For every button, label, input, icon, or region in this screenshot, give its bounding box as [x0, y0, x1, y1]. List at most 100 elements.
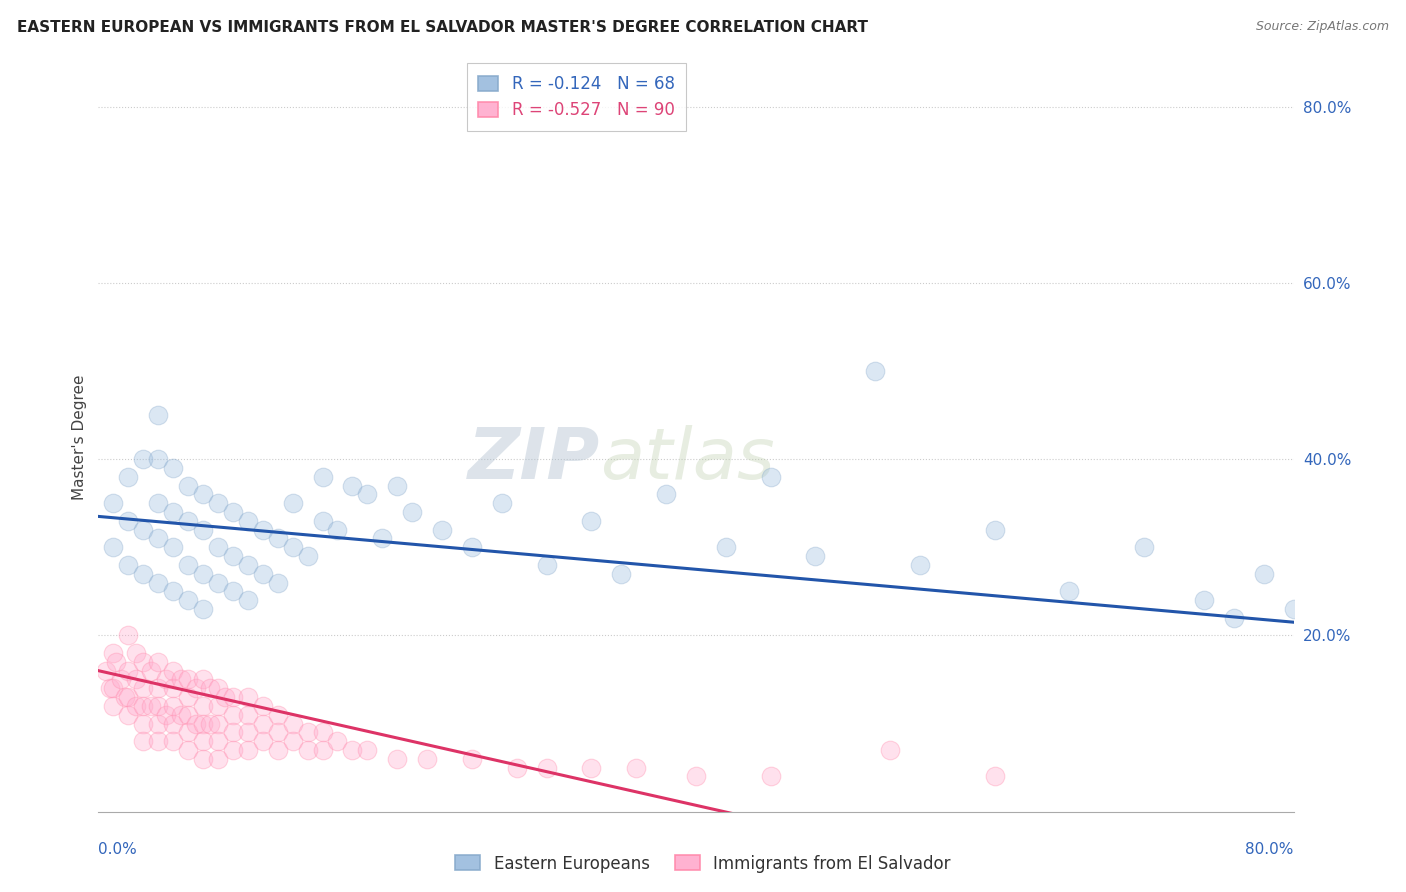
Point	[267, 532, 290, 546]
Point	[117, 628, 139, 642]
Point	[491, 496, 513, 510]
Point	[1059, 584, 1081, 599]
Point	[162, 681, 184, 696]
Point	[581, 761, 603, 775]
Point	[267, 707, 290, 722]
Point	[162, 698, 184, 713]
Point	[714, 541, 737, 555]
Point	[356, 487, 378, 501]
Point	[1282, 602, 1305, 616]
Point	[117, 558, 139, 572]
Point	[222, 690, 245, 705]
Point	[110, 673, 132, 687]
Point	[626, 761, 648, 775]
Point	[236, 690, 259, 705]
Point	[236, 514, 259, 528]
Y-axis label: Master's Degree: Master's Degree	[72, 375, 87, 500]
Point	[148, 575, 170, 590]
Point	[252, 566, 274, 581]
Point	[191, 673, 214, 687]
Point	[191, 734, 214, 748]
Point	[236, 707, 259, 722]
Point	[155, 673, 177, 687]
Point	[297, 725, 319, 739]
Point	[252, 734, 274, 748]
Point	[267, 575, 290, 590]
Point	[191, 487, 214, 501]
Point	[222, 584, 245, 599]
Point	[207, 716, 229, 731]
Point	[865, 364, 887, 378]
Point	[581, 514, 603, 528]
Point	[162, 505, 184, 519]
Point	[984, 523, 1007, 537]
Point	[162, 584, 184, 599]
Point	[177, 725, 200, 739]
Point	[267, 743, 290, 757]
Point	[311, 514, 333, 528]
Point	[879, 743, 901, 757]
Text: EASTERN EUROPEAN VS IMMIGRANTS FROM EL SALVADOR MASTER'S DEGREE CORRELATION CHAR: EASTERN EUROPEAN VS IMMIGRANTS FROM EL S…	[17, 20, 868, 35]
Point	[132, 566, 155, 581]
Point	[148, 698, 170, 713]
Point	[125, 698, 148, 713]
Point	[342, 743, 364, 757]
Point	[222, 505, 245, 519]
Point	[222, 725, 245, 739]
Point	[132, 698, 155, 713]
Point	[685, 769, 707, 783]
Point	[162, 734, 184, 748]
Point	[222, 743, 245, 757]
Point	[103, 681, 125, 696]
Point	[103, 698, 125, 713]
Point	[207, 734, 229, 748]
Point	[281, 496, 304, 510]
Point	[169, 673, 191, 687]
Point	[191, 716, 214, 731]
Point	[401, 505, 423, 519]
Point	[117, 514, 139, 528]
Point	[207, 575, 229, 590]
Point	[200, 716, 222, 731]
Point	[236, 725, 259, 739]
Point	[177, 743, 200, 757]
Point	[326, 523, 349, 537]
Point	[385, 752, 409, 766]
Point	[177, 593, 200, 607]
Point	[207, 496, 229, 510]
Point	[984, 769, 1007, 783]
Point	[191, 698, 214, 713]
Point	[177, 478, 200, 492]
Point	[385, 478, 409, 492]
Point	[252, 716, 274, 731]
Point	[162, 716, 184, 731]
Point	[281, 716, 304, 731]
Point	[184, 681, 207, 696]
Point	[416, 752, 439, 766]
Point	[536, 761, 558, 775]
Point	[311, 743, 333, 757]
Point	[177, 558, 200, 572]
Point	[132, 452, 155, 467]
Point	[191, 752, 214, 766]
Point	[281, 541, 304, 555]
Point	[207, 681, 229, 696]
Text: 80.0%: 80.0%	[1246, 842, 1294, 856]
Point	[610, 566, 633, 581]
Point	[759, 469, 782, 483]
Point	[103, 646, 125, 660]
Point	[139, 698, 162, 713]
Point	[342, 478, 364, 492]
Legend: Eastern Europeans, Immigrants from El Salvador: Eastern Europeans, Immigrants from El Sa…	[449, 848, 957, 880]
Point	[132, 716, 155, 731]
Text: ZIP: ZIP	[468, 425, 600, 494]
Point	[103, 496, 125, 510]
Text: Source: ZipAtlas.com: Source: ZipAtlas.com	[1256, 20, 1389, 33]
Point	[148, 408, 170, 422]
Point	[207, 752, 229, 766]
Point	[177, 673, 200, 687]
Point	[371, 532, 394, 546]
Point	[155, 707, 177, 722]
Point	[117, 690, 139, 705]
Point	[252, 698, 274, 713]
